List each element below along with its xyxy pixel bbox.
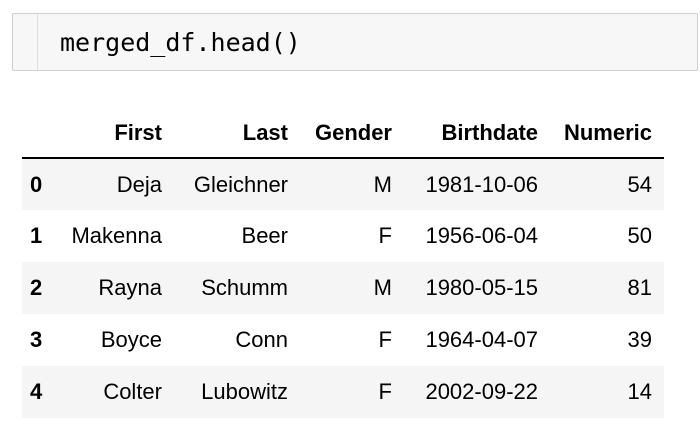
cell-last: Schumm [201,275,288,300]
cell-last: Lubowitz [201,379,288,404]
cell-last: Beer [241,223,288,248]
row-index: 3 [30,327,43,352]
cell-first: Rayna [98,275,162,300]
cell-numeric: 81 [627,275,652,300]
cell-last: Conn [235,327,288,352]
table-row: 3 Boyce Conn F 1964-04-07 39 [22,314,664,366]
column-header-last: Last [174,108,300,159]
cell-gender: F [378,327,392,352]
column-header-first: First [62,108,174,159]
cell-gender: M [373,275,392,300]
row-index: 0 [30,171,43,197]
code-cell-input[interactable]: merged_df.head() [12,13,698,71]
code-text[interactable]: merged_df.head() [60,28,301,57]
cell-numeric: 54 [627,171,652,197]
cell-first: Deja [116,171,162,197]
cell-first: Makenna [71,223,162,248]
row-index: 1 [30,223,43,248]
index-column-header [22,108,62,159]
table-row: 2 Rayna Schumm M 1980-05-15 81 [22,262,664,314]
cell-birthdate: 1956-06-04 [425,223,538,248]
row-index: 4 [30,379,43,404]
cell-gender: F [378,379,392,404]
cell-numeric: 14 [627,379,652,404]
column-header-gender: Gender [300,108,404,159]
cell-first: Boyce [100,327,162,352]
cell-gender: M [373,171,392,197]
table-row: 4 Colter Lubowitz F 2002-09-22 14 [22,366,664,418]
column-header-numeric: Numeric [550,108,664,159]
table-header-row: First Last Gender Birthdate Numeric [22,108,664,159]
cell-numeric: 39 [627,327,652,352]
cell-last: Gleichner [193,171,288,197]
table-row: 1 Makenna Beer F 1956-06-04 50 [22,210,664,262]
cell-numeric: 50 [627,223,652,248]
dataframe-output-table: First Last Gender Birthdate Numeric 0 De… [22,108,664,418]
cell-gutter [37,14,38,70]
cell-first: Colter [103,379,162,404]
cell-birthdate: 1981-10-06 [425,171,538,197]
cell-gender: F [378,223,392,248]
cell-birthdate: 2002-09-22 [425,379,538,404]
row-index: 2 [30,275,43,300]
table-row: 0 Deja Gleichner M 1981-10-06 54 [22,158,664,210]
column-header-birthdate: Birthdate [404,108,550,159]
cell-birthdate: 1980-05-15 [425,275,538,300]
cell-birthdate: 1964-04-07 [425,327,538,352]
